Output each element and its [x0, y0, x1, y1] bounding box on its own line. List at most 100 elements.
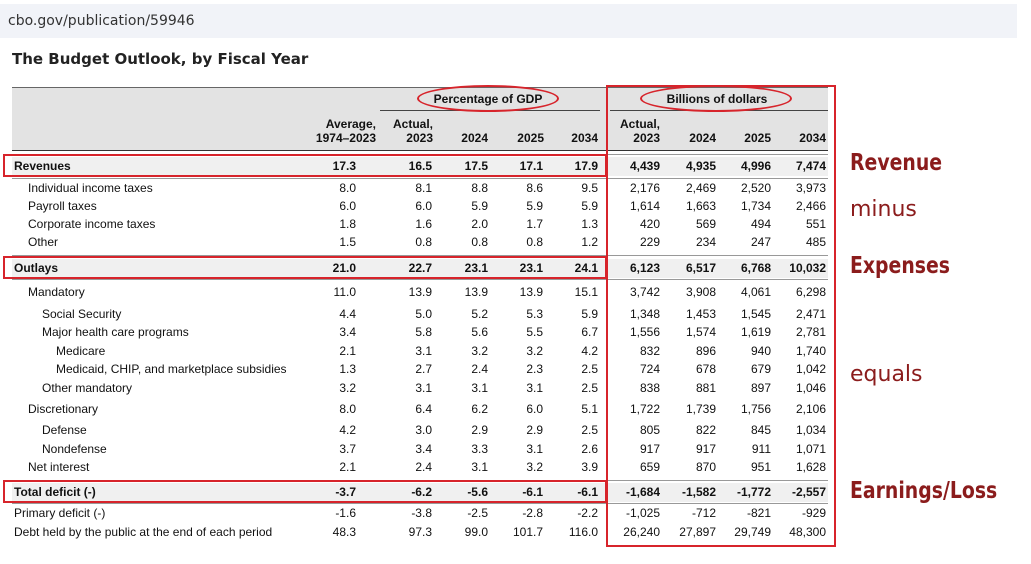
annotation-equals: equals — [850, 362, 923, 387]
table-cell: 3.1 — [415, 381, 432, 395]
table-cell: 4.2 — [581, 344, 598, 358]
url-text[interactable]: cbo.gov/publication/59946 — [8, 13, 195, 29]
table-cell: 3.1 — [415, 344, 432, 358]
row-divider — [12, 178, 828, 179]
table-cell: 5.5 — [526, 325, 543, 339]
table-cell: 1,739 — [685, 402, 716, 416]
col-header-dollars-2023: Actual, 2023 — [619, 117, 660, 145]
url-bar[interactable]: cbo.gov/publication/59946 — [0, 4, 1017, 38]
table-row: Social Security 4.4 5.0 5.2 5.3 5.9 1,348 1,453… — [12, 305, 828, 324]
table-cell: -6.1 — [522, 485, 543, 499]
table-cell: 2.4 — [415, 460, 432, 474]
row-label: Outlays — [14, 261, 59, 275]
table-cell: 101.7 — [512, 525, 543, 539]
table-row: Revenues 17.3 16.5 17.5 17.1 17.9 4,439 4,935 4,… — [12, 157, 828, 176]
table-cell: -821 — [746, 506, 771, 520]
table-cell: 13.9 — [464, 285, 488, 299]
table-row: Other 1.5 0.8 0.8 0.8 1.2 229 234 247 485 — [12, 233, 828, 252]
table-cell: 0.8 — [415, 235, 432, 249]
table-cell: -2.5 — [467, 506, 488, 520]
row-divider — [12, 279, 828, 280]
table-cell: 2.3 — [526, 362, 543, 376]
table-cell: 2,106 — [795, 402, 826, 416]
table-cell: 23.1 — [519, 261, 543, 275]
row-label: Payroll taxes — [28, 199, 97, 213]
table-row: Total deficit (-) -3.7 -6.2 -5.6 -6.1 -6.1 -1,… — [12, 483, 828, 502]
table-cell: 3.1 — [526, 381, 543, 395]
table-cell: 1,545 — [740, 307, 771, 321]
table-cell: 679 — [750, 362, 771, 376]
annotation-earnings-loss: Earnings/Loss — [850, 478, 998, 504]
table-cell: 3.9 — [581, 460, 598, 474]
table-cell: 2,466 — [795, 199, 826, 213]
table-cell: 5.8 — [415, 325, 432, 339]
table-cell: 26,240 — [623, 525, 660, 539]
table-title: The Budget Outlook, by Fiscal Year — [12, 50, 309, 68]
table-cell: 3.4 — [339, 325, 356, 339]
table-cell: 1,042 — [795, 362, 826, 376]
col-header-gdp-2024: 2024 — [461, 131, 488, 145]
table-cell: 1.5 — [339, 235, 356, 249]
row-label: Net interest — [28, 460, 90, 474]
table-cell: 29,749 — [734, 525, 771, 539]
table-cell: 838 — [639, 381, 660, 395]
table-cell: -2.2 — [577, 506, 598, 520]
header-bottom-rule — [12, 150, 828, 151]
table-cell: 5.1 — [581, 402, 598, 416]
table-row: Net interest 2.1 2.4 3.1 3.2 3.9 659 870 951 1,62… — [12, 458, 828, 477]
table-cell: 1.7 — [526, 217, 543, 231]
table-row: Individual income taxes 8.0 8.1 8.8 8.6 9.5 2,… — [12, 179, 828, 198]
table-cell: 1.3 — [339, 362, 356, 376]
table-row: Outlays 21.0 22.7 23.1 23.1 24.1 6,123 6,517 6,7… — [12, 259, 828, 278]
table-cell: 247 — [750, 235, 771, 249]
table-cell: 3.2 — [339, 381, 356, 395]
table-row: Primary deficit (-) -1.6 -3.8 -2.5 -2.8 -2.2 -… — [12, 504, 828, 523]
table-cell: 3.4 — [415, 442, 432, 456]
table-cell: 1,663 — [685, 199, 716, 213]
table-cell: 805 — [639, 423, 660, 437]
table-cell: -1,025 — [625, 506, 660, 520]
table-cell: 3,973 — [795, 181, 826, 195]
table-cell: 8.0 — [339, 402, 356, 416]
row-label: Individual income taxes — [28, 181, 153, 195]
table-cell: 1,348 — [629, 307, 660, 321]
table-cell: 8.1 — [415, 181, 432, 195]
table-row: Medicare 2.1 3.1 3.2 3.2 4.2 832 896 940 1,740 — [12, 342, 828, 361]
table-cell: 6,123 — [629, 261, 660, 275]
table-cell: 420 — [639, 217, 660, 231]
table-cell: 1.6 — [415, 217, 432, 231]
table-cell: 659 — [639, 460, 660, 474]
table-cell: 13.9 — [408, 285, 432, 299]
table-row: Corporate income taxes 1.8 1.6 2.0 1.7 1.3 420… — [12, 215, 828, 234]
table-cell: 5.0 — [415, 307, 432, 321]
table-cell: 940 — [750, 344, 771, 358]
col-header-dollars-2034: 2034 — [799, 131, 826, 145]
table-cell: 870 — [695, 460, 716, 474]
table-cell: 2,471 — [795, 307, 826, 321]
table-cell: 917 — [695, 442, 716, 456]
table-cell: 3.2 — [471, 344, 488, 358]
table-cell: 97.3 — [408, 525, 432, 539]
table-cell: 2.5 — [581, 362, 598, 376]
table-row: Debt held by the public at the end of ea… — [12, 523, 828, 542]
col-header-dollars-2024: 2024 — [689, 131, 716, 145]
table-cell: 48.3 — [332, 525, 356, 539]
table-cell: 1,034 — [795, 423, 826, 437]
table-cell: 4,439 — [629, 159, 660, 173]
table-cell: 3.1 — [471, 381, 488, 395]
table-cell: 2.1 — [339, 344, 356, 358]
table-cell: 27,897 — [679, 525, 716, 539]
row-label: Medicaid, CHIP, and marketplace subsidie… — [56, 362, 287, 376]
table-cell: 11.0 — [333, 285, 356, 299]
table-cell: 832 — [639, 344, 660, 358]
table-cell: 17.3 — [332, 159, 356, 173]
table-cell: -1.6 — [335, 506, 356, 520]
table-cell: 23.1 — [464, 261, 488, 275]
col-header-average: Average, 1974–2023 — [315, 117, 376, 145]
table-cell: -1,582 — [681, 485, 716, 499]
table-cell: 485 — [805, 235, 826, 249]
table-cell: -2.8 — [522, 506, 543, 520]
table-cell: 1,734 — [740, 199, 771, 213]
table-cell: 1,756 — [740, 402, 771, 416]
table-row: Discretionary 8.0 6.4 6.2 6.0 5.1 1,722 1,739 1,… — [12, 400, 828, 419]
